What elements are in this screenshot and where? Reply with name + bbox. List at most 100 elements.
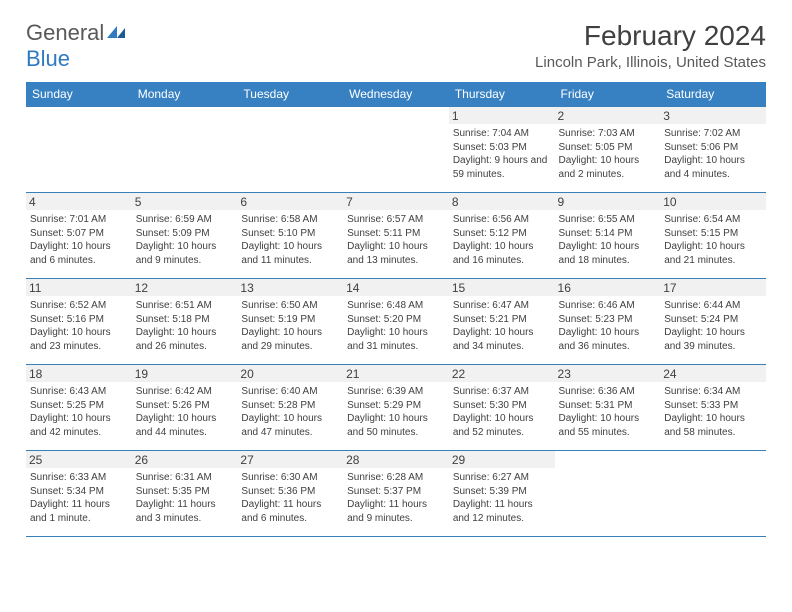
day-info: Sunrise: 6:55 AMSunset: 5:14 PMDaylight:… xyxy=(559,213,657,267)
sunrise: Sunrise: 6:28 AM xyxy=(347,471,445,485)
sunset: Sunset: 5:05 PM xyxy=(559,141,657,155)
daylight: Daylight: 10 hours and 23 minutes. xyxy=(30,326,128,353)
day-header: Thursday xyxy=(449,82,555,107)
day-cell: 8Sunrise: 6:56 AMSunset: 5:12 PMDaylight… xyxy=(449,193,555,279)
day-cell: 27Sunrise: 6:30 AMSunset: 5:36 PMDayligh… xyxy=(237,451,343,537)
sunrise: Sunrise: 6:52 AM xyxy=(30,299,128,313)
daylight: Daylight: 10 hours and 58 minutes. xyxy=(664,412,762,439)
sunrise: Sunrise: 6:42 AM xyxy=(136,385,234,399)
sunset: Sunset: 5:26 PM xyxy=(136,399,234,413)
sunset: Sunset: 5:11 PM xyxy=(347,227,445,241)
daylight: Daylight: 10 hours and 13 minutes. xyxy=(347,240,445,267)
day-number: 29 xyxy=(449,451,555,468)
header: General Blue February 2024 Lincoln Park,… xyxy=(26,20,766,72)
day-number: 11 xyxy=(26,279,132,296)
sunset: Sunset: 5:33 PM xyxy=(664,399,762,413)
day-cell: 5Sunrise: 6:59 AMSunset: 5:09 PMDaylight… xyxy=(132,193,238,279)
sunrise: Sunrise: 7:01 AM xyxy=(30,213,128,227)
sunrise: Sunrise: 7:02 AM xyxy=(664,127,762,141)
day-cell xyxy=(26,107,132,193)
day-cell: 22 Sunrise: 6:37 AMSunset: 5:30 PMDayligh… xyxy=(449,365,555,451)
day-cell xyxy=(660,451,766,537)
day-cell xyxy=(343,107,449,193)
sunrise: Sunrise: 6:46 AM xyxy=(559,299,657,313)
day-cell: 12Sunrise: 6:51 AMSunset: 5:18 PMDayligh… xyxy=(132,279,238,365)
daylight: Daylight: 10 hours and 16 minutes. xyxy=(453,240,551,267)
sunset: Sunset: 5:19 PM xyxy=(241,313,339,327)
day-number: 1 xyxy=(449,107,555,124)
sunrise: Sunrise: 6:48 AM xyxy=(347,299,445,313)
daylight: Daylight: 10 hours and 34 minutes. xyxy=(453,326,551,353)
daylight: Daylight: 10 hours and 29 minutes. xyxy=(241,326,339,353)
daylight: Daylight: 11 hours and 6 minutes. xyxy=(241,498,339,525)
logo-general: General xyxy=(26,20,104,45)
day-info: Sunrise: 6:30 AMSunset: 5:36 PMDaylight:… xyxy=(241,471,339,525)
week-row: 25Sunrise: 6:33 AMSunset: 5:34 PMDayligh… xyxy=(26,451,766,537)
day-cell: 24Sunrise: 6:34 AMSunset: 5:33 PMDayligh… xyxy=(660,365,766,451)
day-info: Sunrise: 6:33 AMSunset: 5:34 PMDaylight:… xyxy=(30,471,128,525)
day-number: 2 xyxy=(555,107,661,124)
sunset: Sunset: 5:09 PM xyxy=(136,227,234,241)
day-info: Sunrise: 6:39 AMSunset: 5:29 PMDaylight:… xyxy=(347,385,445,439)
day-number: 3 xyxy=(660,107,766,124)
sunrise: Sunrise: 6:47 AM xyxy=(453,299,551,313)
daylight: Daylight: 10 hours and 2 minutes. xyxy=(559,154,657,181)
day-number: 7 xyxy=(343,193,449,210)
sunrise: Sunrise: 6:44 AM xyxy=(664,299,762,313)
day-number: 23 xyxy=(555,365,661,382)
day-cell: 23Sunrise: 6:36 AMSunset: 5:31 PMDayligh… xyxy=(555,365,661,451)
day-cell xyxy=(555,451,661,537)
day-info: Sunrise: 6:34 AMSunset: 5:33 PMDaylight:… xyxy=(664,385,762,439)
day-cell xyxy=(132,107,238,193)
sunset: Sunset: 5:36 PM xyxy=(241,485,339,499)
day-number: 22 xyxy=(449,365,555,382)
sunrise: Sunrise: 6:36 AM xyxy=(559,385,657,399)
sunset: Sunset: 5:24 PM xyxy=(664,313,762,327)
sunset: Sunset: 5:23 PM xyxy=(559,313,657,327)
day-cell: 21Sunrise: 6:39 AMSunset: 5:29 PMDayligh… xyxy=(343,365,449,451)
day-number: 14 xyxy=(343,279,449,296)
logo-blue: Blue xyxy=(26,46,70,71)
day-cell: 1Sunrise: 7:04 AMSunset: 5:03 PMDaylight… xyxy=(449,107,555,193)
sunrise: Sunrise: 6:31 AM xyxy=(136,471,234,485)
sunrise: Sunrise: 6:59 AM xyxy=(136,213,234,227)
day-info: Sunrise: 6:58 AMSunset: 5:10 PMDaylight:… xyxy=(241,213,339,267)
daylight: Daylight: 10 hours and 47 minutes. xyxy=(241,412,339,439)
day-cell xyxy=(237,107,343,193)
day-number: 6 xyxy=(237,193,343,210)
daylight: Daylight: 10 hours and 18 minutes. xyxy=(559,240,657,267)
sunset: Sunset: 5:14 PM xyxy=(559,227,657,241)
day-header: Tuesday xyxy=(237,82,343,107)
day-number: 8 xyxy=(449,193,555,210)
day-header: Sunday xyxy=(26,82,132,107)
day-info: Sunrise: 6:52 AMSunset: 5:16 PMDaylight:… xyxy=(30,299,128,353)
logo-text: General Blue xyxy=(26,20,127,72)
day-cell: 10Sunrise: 6:54 AMSunset: 5:15 PMDayligh… xyxy=(660,193,766,279)
day-cell: 2Sunrise: 7:03 AMSunset: 5:05 PMDaylight… xyxy=(555,107,661,193)
day-cell: 7 Sunrise: 6:57 AMSunset: 5:11 PMDaylight… xyxy=(343,193,449,279)
daylight: Daylight: 9 hours and 59 minutes. xyxy=(453,154,551,181)
sunrise: Sunrise: 6:57 AM xyxy=(347,213,445,227)
sunset: Sunset: 5:37 PM xyxy=(347,485,445,499)
day-info: Sunrise: 6:48 AMSunset: 5:20 PMDaylight:… xyxy=(347,299,445,353)
day-number: 12 xyxy=(132,279,238,296)
daylight: Daylight: 10 hours and 21 minutes. xyxy=(664,240,762,267)
sunrise: Sunrise: 6:54 AM xyxy=(664,213,762,227)
day-info: Sunrise: 7:02 AMSunset: 5:06 PMDaylight:… xyxy=(664,127,762,181)
sunrise: Sunrise: 6:58 AM xyxy=(241,213,339,227)
sunset: Sunset: 5:06 PM xyxy=(664,141,762,155)
day-number: 28 xyxy=(343,451,449,468)
day-cell: 3 Sunrise: 7:02 AMSunset: 5:06 PMDaylight… xyxy=(660,107,766,193)
daylight: Daylight: 11 hours and 1 minute. xyxy=(30,498,128,525)
day-cell: 20Sunrise: 6:40 AMSunset: 5:28 PMDayligh… xyxy=(237,365,343,451)
day-info: Sunrise: 6:47 AMSunset: 5:21 PMDaylight:… xyxy=(453,299,551,353)
day-cell: 18Sunrise: 6:43 AMSunset: 5:25 PMDayligh… xyxy=(26,365,132,451)
day-cell: 14 Sunrise: 6:48 AMSunset: 5:20 PMDayligh… xyxy=(343,279,449,365)
location: Lincoln Park, Illinois, United States xyxy=(535,54,766,71)
daylight: Daylight: 11 hours and 3 minutes. xyxy=(136,498,234,525)
day-number: 5 xyxy=(132,193,238,210)
day-info: Sunrise: 6:37 AMSunset: 5:30 PMDaylight:… xyxy=(453,385,551,439)
day-cell: 26Sunrise: 6:31 AMSunset: 5:35 PMDayligh… xyxy=(132,451,238,537)
day-number: 4 xyxy=(26,193,132,210)
day-header: Monday xyxy=(132,82,238,107)
